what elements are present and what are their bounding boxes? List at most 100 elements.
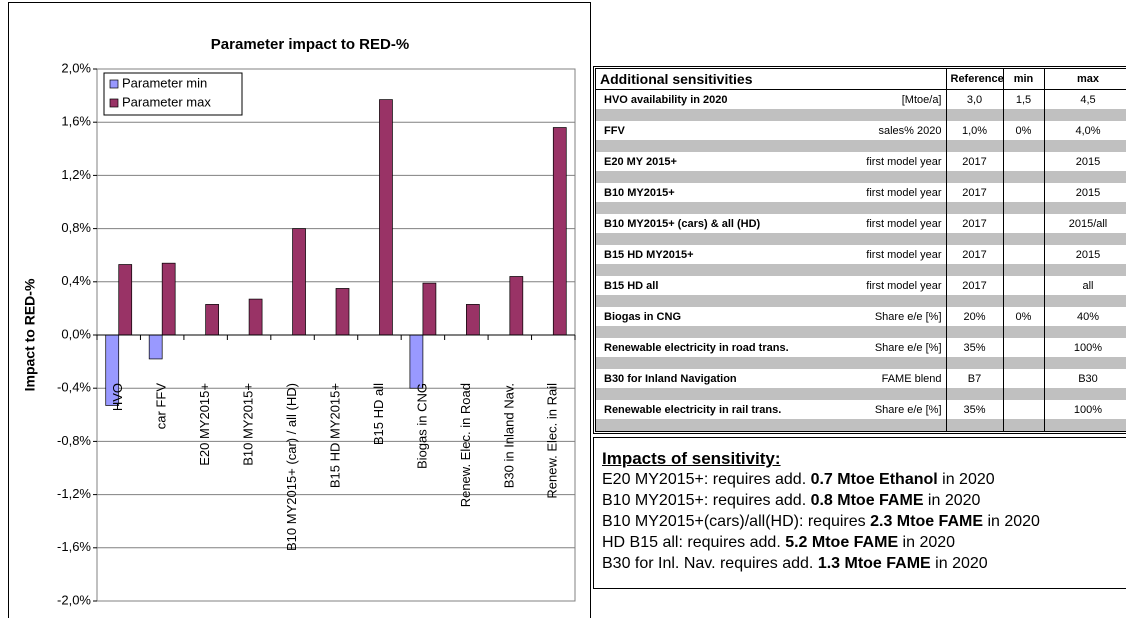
cell: 35% [945, 338, 1004, 357]
cell: B10 MY2015+ [604, 186, 675, 199]
spacer-cell [846, 357, 946, 369]
cell: Renewable electricity in road trans. [604, 341, 789, 354]
cell: 35% [945, 400, 1004, 419]
y-tick-label: 0,8% [61, 220, 91, 235]
spacer-cell [1043, 109, 1126, 121]
bar [409, 334, 424, 389]
cell: Share e/e [%] [874, 341, 942, 354]
cell: B15 HD all [604, 279, 659, 292]
header-cell [846, 69, 946, 90]
x-tick-label: B10 MY2015+ (car) / all (HD) [284, 383, 299, 551]
data-row: B30 for Inland Navigation FAME blend B7 B30 [596, 369, 1126, 388]
spacer-cell [1002, 109, 1045, 121]
spacer-cell [846, 233, 946, 245]
legend-swatch [109, 79, 119, 89]
spacer-cell [596, 357, 846, 369]
x-tick-label: Renew. Elec. in Rail [545, 383, 560, 499]
y-tick-label: 0,4% [61, 273, 91, 288]
spacer-cell [596, 233, 846, 245]
cell: [Mtoe/a] [901, 93, 942, 106]
spacer-cell [1002, 202, 1045, 214]
note-text: in 2020 [983, 513, 1040, 530]
spacer-cell [596, 109, 846, 121]
note-text: E20 MY2015+: requires add. [602, 471, 811, 488]
data-row: Renewable electricity in rail trans. Shar… [596, 400, 1126, 419]
cell: HVO availability in 2020 [604, 93, 728, 106]
table: Additional sensitivities Reference min max H… [596, 69, 1126, 431]
spacer-cell [596, 264, 846, 276]
spacer-cell [846, 264, 946, 276]
spacer-row [596, 171, 1126, 183]
cell: first model year [866, 155, 942, 168]
data-row: FFV sales% 2020 1,0% 0% 4,0% [596, 121, 1126, 140]
header-cell: min [1002, 69, 1045, 90]
cell: 4,5 [1043, 89, 1126, 109]
spacer-cell [596, 202, 846, 214]
cell: 3,0 [945, 89, 1004, 109]
bar [509, 276, 524, 336]
cell: 20% [945, 307, 1004, 326]
spacer-cell [1043, 388, 1126, 400]
x-tick-label: Biogas in CNG [414, 383, 429, 469]
header-cell: Reference [945, 69, 1004, 90]
spacer-cell [596, 388, 846, 400]
chart: Parameter impact to RED-% Impact to RED-… [8, 2, 591, 618]
notes-box: Impacts of sensitivity: E20 MY2015+: requ… [593, 437, 1126, 589]
x-tick-label: Renew. Elec. in Road [458, 383, 473, 507]
note-text: 5.2 Mtoe FAME [785, 534, 899, 551]
x-tick-label: HVO [110, 383, 125, 411]
bar [161, 262, 176, 336]
cell: 2017 [945, 214, 1004, 233]
chart-title: Parameter impact to RED-% [211, 36, 409, 53]
cell: first model year [866, 217, 942, 230]
x-tick-label: car FFV [154, 383, 169, 430]
data-row: E20 MY 2015+ first model year 2017 2015 [596, 152, 1126, 171]
spacer-cell [596, 295, 846, 307]
note-text: B10 MY2015+: requires add. [602, 492, 811, 509]
cell: 2017 [945, 183, 1004, 202]
bar [422, 282, 437, 336]
spacer-cell [1002, 140, 1045, 152]
cell: sales% 2020 [878, 124, 942, 137]
spacer-cell [1043, 326, 1126, 338]
y-tick-label: 2,0% [61, 60, 91, 75]
y-tick-label: 0,0% [61, 326, 91, 341]
x-tick-label: E20 MY2015+ [197, 383, 212, 466]
cell [1002, 369, 1045, 388]
cell: 2015 [1043, 245, 1126, 264]
cell: Renewable electricity in rail trans. [604, 403, 782, 416]
cell: Share e/e [%] [874, 403, 942, 416]
cell: 2015/all [1043, 214, 1126, 233]
spacer-cell [1002, 326, 1045, 338]
cell: 100% [1043, 338, 1126, 357]
spacer-row [596, 264, 1126, 276]
y-tick-label: 1,2% [61, 167, 91, 182]
spacer-cell [596, 326, 846, 338]
cell [1002, 183, 1045, 202]
x-tick-label: B15 HD MY2015+ [327, 383, 342, 488]
spacer-cell [945, 357, 1004, 369]
cell: 2015 [1043, 152, 1126, 171]
spacer-row [596, 357, 1126, 369]
note-text: 1.3 Mtoe FAME [817, 555, 931, 572]
spacer-cell [846, 388, 946, 400]
y-tick-label: 1,6% [61, 114, 91, 129]
note-line: HD B15 all: requires add. 5.2 Mtoe FAME … [602, 532, 1126, 553]
header-cell: Additional sensitivities [596, 69, 846, 90]
spacer-cell [1002, 233, 1045, 245]
note-text: B10 MY2015+(cars)/all(HD): requires [602, 513, 871, 530]
note-text: B30 for Inl. Nav. requires add. [602, 555, 818, 572]
cell: 40% [1043, 307, 1126, 326]
note-text: in 2020 [937, 471, 995, 488]
spacer-cell [945, 171, 1004, 183]
bar [335, 288, 350, 336]
note-line: B30 for Inl. Nav. requires add. 1.3 Mtoe… [602, 553, 1126, 574]
cell: 2017 [945, 152, 1004, 171]
spacer-cell [1043, 419, 1126, 431]
spacer-cell [1002, 171, 1045, 183]
cell: 0% [1002, 307, 1045, 326]
cell: B30 [1043, 369, 1126, 388]
spacer-row [596, 326, 1126, 338]
bar [466, 304, 480, 336]
